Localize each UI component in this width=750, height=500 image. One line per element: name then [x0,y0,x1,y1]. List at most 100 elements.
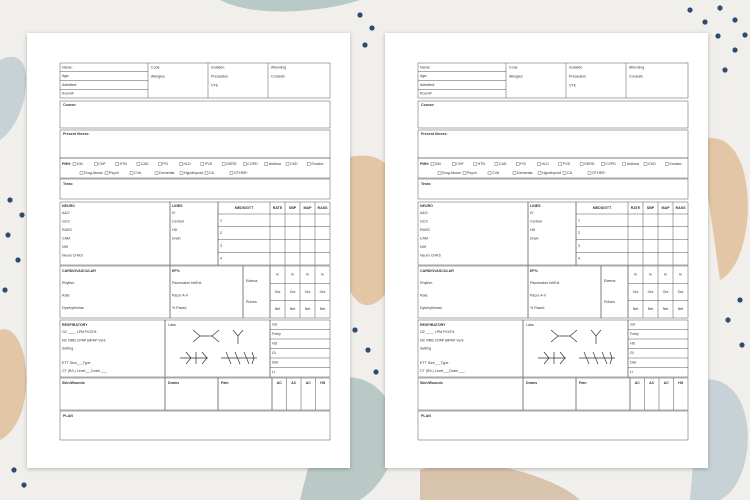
pmh-item: COPD [247,162,258,166]
checkbox [179,171,184,175]
pacing-item: Pacemaker Int/Ext [172,281,201,285]
dot [687,7,693,13]
checkbox [562,171,567,175]
dot [2,287,8,293]
course-label: Course: [63,103,77,107]
pmh-item: GERD [226,162,237,166]
cell-border [417,157,689,179]
checkbox [622,162,626,166]
checkbox [437,171,442,175]
dot [11,467,17,473]
dot [737,297,743,303]
meds-row-number: 1 [220,218,222,222]
pacing-item: Pacer A-V [530,293,547,297]
neuro-title: NEURO [62,204,75,208]
cell-border [417,100,689,129]
cell-border [417,178,689,200]
time-label: AC [649,381,655,385]
lines-item: Drain [530,236,539,240]
io-label: In [291,273,294,277]
cell-border [217,201,331,266]
checkbox [307,162,311,166]
neuro-item: A&O [62,211,70,215]
blob [0,329,27,440]
lab-diagram [192,329,220,343]
cardio-title: CARDIOVASCULAR [62,269,96,273]
lab-diagram [590,329,602,344]
gu-item: Diet [630,360,636,364]
gu-item: GI [630,351,634,355]
pmh-item: Dementia [517,171,532,175]
sheet [27,33,350,468]
pacing-item: Pacemaker Int/Ext [530,281,559,285]
respiratory-title: RESPIRATORY [62,323,88,327]
dot [352,327,358,333]
neuro-title: NEURO [420,204,433,208]
meds-header: RATE [273,206,283,210]
pmh-item: CAD [499,162,507,166]
tests-label: Tests: [421,182,431,186]
dot [365,347,371,353]
isolation-field: Precaution [569,74,586,78]
respiratory-item: NC NRB CPAP BiPAP Vent [420,338,463,342]
dot [702,19,708,25]
lines-item: Central [172,219,184,223]
lines-item: IV [172,211,176,215]
pain-label: Pain [579,381,587,385]
lab-diagram [221,351,257,365]
cardio-item: Rate [420,293,428,297]
io-label: In [664,273,667,277]
dot [21,482,27,488]
checkbox [157,162,162,166]
lab-diagram [538,351,566,365]
io-label: In [276,273,279,277]
patient-field: Room# [420,92,432,96]
code-field: Code [509,65,518,69]
dot [373,369,379,375]
meds-row-number: 4 [220,257,222,261]
respiratory-item: NC NRB CPAP BiPAP Vent [62,338,105,342]
io-label: In [679,273,682,277]
checkbox [94,162,98,166]
pmh-item: CKD [648,162,656,166]
meds-header: RATE [631,206,641,210]
labs-label: Labs [168,323,176,327]
pain-label: Pain [221,381,229,385]
patient-field: Name: [62,65,73,69]
blob [220,0,360,12]
pmh-item: Psych [109,171,119,175]
gu-item: LI [630,370,633,374]
lines-title: LINES [172,204,183,208]
edema-item: Pulses [604,300,615,304]
pmh-item: CHF [456,162,464,166]
pmh-item: OTHER: [592,171,606,175]
dot [722,67,728,73]
pmh-item: GERD [584,162,595,166]
io-label: Net [663,307,669,311]
lab-diagram [232,329,244,344]
labs-label: Labs [526,323,534,327]
pmh-item: PVD [563,162,571,166]
isolation-field: Isolation [569,65,582,69]
io-label: Net [275,307,281,311]
pmh-item: Smoker [669,162,682,166]
attending-field: Consults [271,74,285,78]
pmh-item: CKD [290,162,298,166]
pmh-item: CAD [141,162,149,166]
cardio-item: Rhythm [420,281,432,285]
meds-header: MEDS/GTT [593,206,612,210]
checkbox [537,171,542,175]
meds-header: RASS [318,206,329,210]
pmh-item: CVA [492,171,500,175]
attending-field: Attending [271,65,286,69]
cell-border [59,100,331,129]
pmh-item: HTN [120,162,128,166]
respiratory-title: RESPIRATORY [420,323,446,327]
io-label: Out [320,290,326,294]
checkbox [601,162,605,166]
respiratory-item: O2 ____ LPM FIO2% [62,330,97,334]
lab-diagram [550,329,578,343]
report-sheet: Name: Age: Admitted: Room# Code Allergies Isol… [27,33,350,468]
meds-header: SBP [289,206,297,210]
